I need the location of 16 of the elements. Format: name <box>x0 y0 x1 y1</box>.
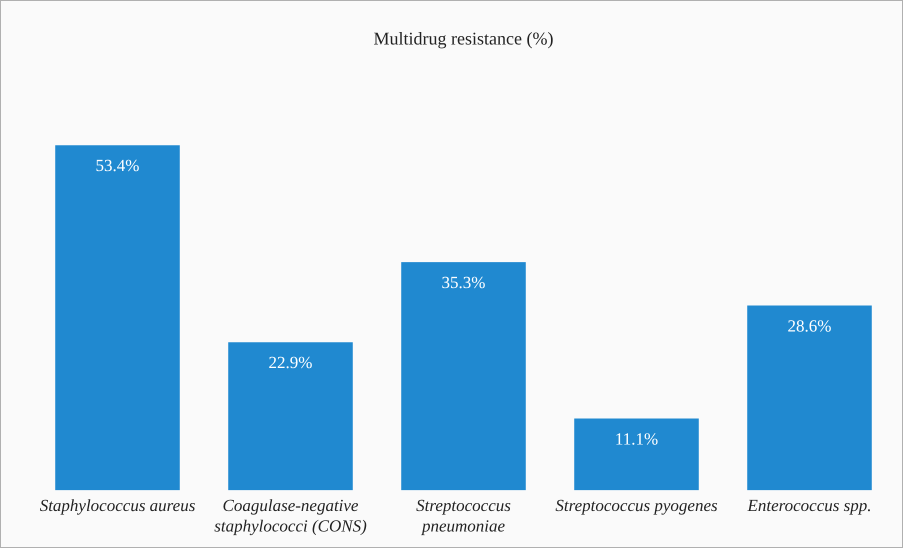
x-tick-label: Enterococcus spp. <box>746 496 872 515</box>
chart-title: Multidrug resistance (%) <box>374 28 554 49</box>
bar <box>401 262 526 490</box>
x-tick-label: Streptococcus pneumoniae <box>416 496 512 536</box>
x-tick-label: Streptococcus pyogenes <box>555 496 718 515</box>
bar <box>55 145 180 490</box>
data-label: 28.6% <box>788 316 832 336</box>
data-label: 11.1% <box>614 429 658 448</box>
data-label: 35.3% <box>442 273 486 292</box>
x-tick-label: Coagulase-negative staphylococci (CONS) <box>214 496 368 536</box>
bar <box>228 342 353 490</box>
data-label: 22.9% <box>268 353 312 372</box>
data-label: 53.4% <box>96 156 140 176</box>
bar <box>574 418 699 490</box>
x-tick-label: Staphylococcus aureus <box>40 496 196 515</box>
bar <box>747 305 872 490</box>
